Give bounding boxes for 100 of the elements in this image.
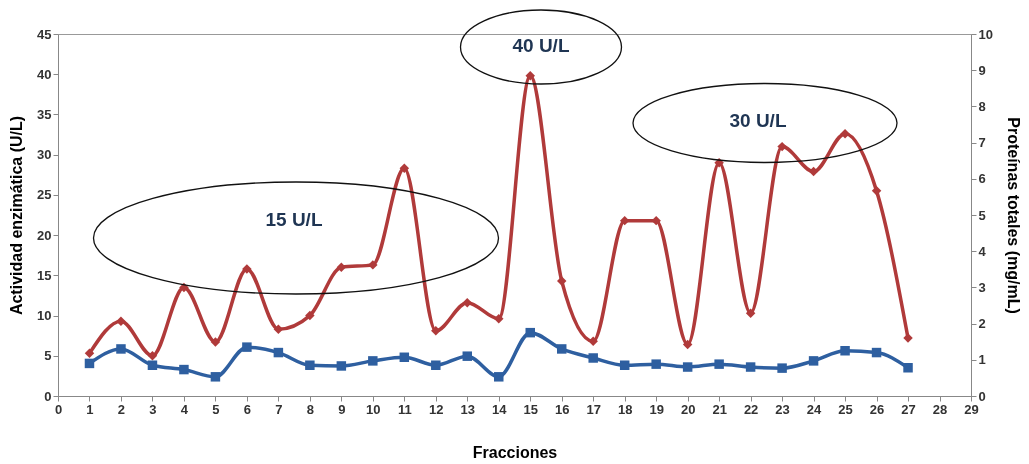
y-tick-label: 5 <box>44 348 52 364</box>
point <box>179 364 189 375</box>
point <box>682 339 693 350</box>
point <box>840 129 850 139</box>
x-tick-label: 13 <box>460 401 476 417</box>
x-tick-label: 4 <box>180 401 189 417</box>
point <box>305 360 315 370</box>
annotation: 30 U/L <box>729 110 787 132</box>
x-tick-label: 27 <box>901 401 916 417</box>
x-tick-label: 6 <box>243 401 252 417</box>
y-tick-label: 0 <box>44 388 52 404</box>
x-tick-label: 29 <box>964 401 979 417</box>
point <box>525 327 535 338</box>
x-tick-label: 0 <box>54 401 63 417</box>
x-tick-label: 20 <box>680 401 696 417</box>
point <box>242 342 252 352</box>
point <box>210 372 221 382</box>
x-tick-label: 8 <box>306 401 314 417</box>
x-tick-label: 15 <box>523 401 538 417</box>
point <box>556 344 567 354</box>
point <box>431 326 441 336</box>
y2-tick-label: 9 <box>978 62 986 78</box>
point <box>336 262 347 273</box>
x-tick-label: 1 <box>86 401 94 417</box>
y-tick-label: 35 <box>37 106 52 122</box>
point <box>745 308 756 318</box>
point <box>840 346 850 356</box>
point <box>84 348 95 359</box>
annotation: 15 U/L <box>265 209 323 231</box>
y-tick-label: 10 <box>37 308 52 324</box>
y2-tick-label: 2 <box>978 316 986 332</box>
point <box>431 360 441 370</box>
y2-axis-title: Proteínas totales (mg/mL) <box>1004 117 1022 314</box>
y2-tick-label: 4 <box>978 243 987 259</box>
point <box>745 362 756 372</box>
y2-tick-label: 5 <box>978 207 986 223</box>
point <box>147 351 158 361</box>
y2-tick-label: 10 <box>978 26 993 42</box>
y2-tick-label: 0 <box>978 388 986 404</box>
x-tick-label: 5 <box>212 401 220 417</box>
point <box>116 344 126 354</box>
x-tick-label: 12 <box>429 401 444 417</box>
x-tick-label: 19 <box>649 401 664 417</box>
x-tick-label: 3 <box>149 401 157 417</box>
point <box>619 360 630 370</box>
point <box>525 71 535 81</box>
y-tick-label: 45 <box>37 26 52 42</box>
point <box>588 353 598 363</box>
point <box>777 141 787 152</box>
x-tick-label: 23 <box>775 401 790 417</box>
point <box>808 356 819 366</box>
point <box>903 363 913 373</box>
point <box>462 351 473 361</box>
point <box>494 372 504 382</box>
point <box>777 363 787 373</box>
point <box>147 360 158 370</box>
x-tick-label: 25 <box>838 401 853 417</box>
y2-tick-label: 1 <box>978 352 986 368</box>
x-tick-label: 18 <box>617 401 633 417</box>
point <box>210 337 221 347</box>
x-tick-label: 21 <box>712 401 727 417</box>
y-tick-label: 30 <box>37 147 52 163</box>
point <box>871 347 882 358</box>
x-axis-title: Fracciones <box>472 443 558 461</box>
y-tick-label: 20 <box>37 227 52 243</box>
y2-tick-label: 6 <box>978 171 986 187</box>
y-tick-label: 40 <box>37 66 52 82</box>
annotation: 40 U/L <box>512 35 570 57</box>
point <box>808 166 819 177</box>
y-axis-title: Actividad enzimática (U/L) <box>8 115 26 316</box>
point <box>368 260 378 270</box>
y2-tick-label: 3 <box>978 279 986 295</box>
x-tick-label: 7 <box>275 401 283 417</box>
x-tick-label: 11 <box>397 401 412 417</box>
point <box>494 314 504 324</box>
y2-tick-label: 7 <box>978 135 986 151</box>
y2-tick-label: 8 <box>978 98 986 114</box>
x-tick-label: 24 <box>806 401 823 417</box>
point <box>273 324 284 334</box>
point <box>305 310 315 321</box>
x-tick-label: 16 <box>554 401 570 417</box>
x-tick-label: 2 <box>117 401 126 417</box>
point <box>714 359 724 369</box>
point <box>556 276 567 286</box>
point <box>588 336 598 347</box>
x-tick-label: 17 <box>586 401 601 417</box>
y-tick-label: 25 <box>37 187 52 203</box>
point <box>336 361 347 371</box>
point <box>462 297 473 308</box>
x-tick-label: 26 <box>869 401 885 417</box>
point <box>368 356 378 366</box>
point <box>651 359 661 369</box>
x-tick-label: 14 <box>492 401 508 417</box>
x-tick-label: 28 <box>932 401 948 417</box>
point <box>682 362 693 372</box>
x-tick-label: 22 <box>743 401 759 417</box>
point <box>84 358 95 369</box>
y-tick-label: 15 <box>37 267 52 283</box>
point <box>273 347 284 358</box>
x-tick-label: 10 <box>366 401 381 417</box>
